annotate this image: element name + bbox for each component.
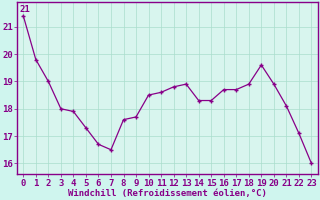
X-axis label: Windchill (Refroidissement éolien,°C): Windchill (Refroidissement éolien,°C) — [68, 189, 267, 198]
Text: 21: 21 — [20, 5, 30, 14]
